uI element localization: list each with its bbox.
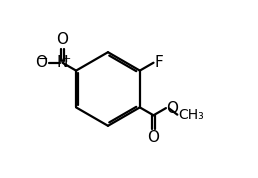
Text: O: O [148,130,159,145]
Text: −: − [38,53,48,66]
Text: CH₃: CH₃ [178,108,204,122]
Text: N: N [57,55,68,70]
Text: O: O [35,55,47,70]
Text: F: F [154,55,163,70]
Text: O: O [166,101,179,116]
Text: O: O [57,32,68,47]
Text: +: + [62,54,71,64]
